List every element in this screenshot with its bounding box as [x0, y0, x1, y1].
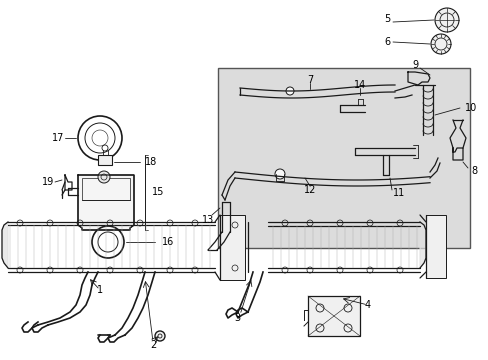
Polygon shape	[78, 175, 134, 230]
Text: 6: 6	[383, 37, 389, 47]
Circle shape	[98, 171, 110, 183]
Circle shape	[434, 8, 458, 32]
Text: 10: 10	[464, 103, 476, 113]
Text: 11: 11	[392, 188, 405, 198]
Text: 12: 12	[303, 185, 316, 195]
Bar	[98, 155, 112, 165]
Text: 3: 3	[233, 313, 240, 323]
Text: 5: 5	[383, 14, 389, 24]
Text: 16: 16	[162, 237, 174, 247]
Text: 4: 4	[364, 300, 370, 310]
Bar	[425, 215, 445, 278]
Circle shape	[274, 169, 285, 179]
Text: 14: 14	[353, 80, 366, 90]
Bar	[220, 215, 244, 280]
Text: 9: 9	[411, 60, 417, 70]
Text: 2: 2	[149, 340, 156, 350]
Polygon shape	[2, 222, 8, 268]
Circle shape	[285, 87, 293, 95]
Bar	[307, 296, 359, 336]
Circle shape	[155, 331, 164, 341]
Text: 8: 8	[470, 166, 476, 176]
Text: 18: 18	[145, 157, 157, 167]
Text: 15: 15	[152, 187, 164, 197]
Circle shape	[430, 34, 450, 54]
Text: 19: 19	[42, 177, 54, 187]
Text: 13: 13	[202, 215, 214, 225]
Text: 17: 17	[52, 133, 64, 143]
Bar	[218, 68, 469, 248]
Bar	[82, 178, 130, 200]
Text: 7: 7	[306, 75, 312, 85]
Text: 1: 1	[97, 285, 103, 295]
Polygon shape	[419, 222, 425, 268]
